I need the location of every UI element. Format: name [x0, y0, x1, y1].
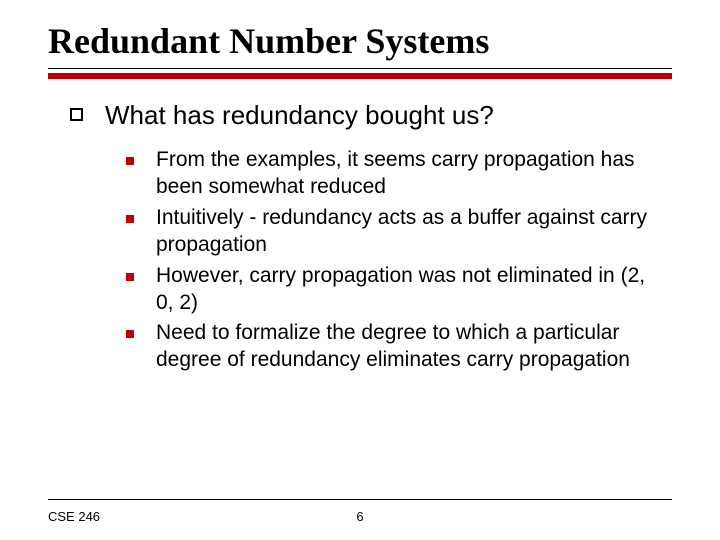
bullet-level2-text: Intuitively - redundancy acts as a buffe… — [156, 205, 660, 259]
square-outline-icon — [70, 108, 83, 121]
slide-body: What has redundancy bought us? From the … — [70, 100, 660, 378]
bullet-level1: What has redundancy bought us? — [70, 100, 660, 131]
square-filled-icon — [126, 215, 134, 223]
bullet-level2-text: Need to formalize the degree to which a … — [156, 320, 660, 374]
bullet-level2: Intuitively - redundancy acts as a buffe… — [126, 205, 660, 259]
sublist: From the examples, it seems carry propag… — [126, 147, 660, 374]
square-filled-icon — [126, 157, 134, 165]
bullet-level1-text: What has redundancy bought us? — [105, 100, 494, 131]
footer-rule — [48, 499, 672, 500]
bullet-level2: Need to formalize the degree to which a … — [126, 320, 660, 374]
square-filled-icon — [126, 273, 134, 281]
bullet-level2-text: However, carry propagation was not elimi… — [156, 263, 660, 317]
bullet-level2: From the examples, it seems carry propag… — [126, 147, 660, 201]
square-filled-icon — [126, 330, 134, 338]
slide-title: Redundant Number Systems — [48, 20, 489, 62]
bullet-level2: However, carry propagation was not elimi… — [126, 263, 660, 317]
slide: Redundant Number Systems What has redund… — [0, 0, 720, 540]
title-rule-thin — [48, 68, 672, 69]
bullet-level2-text: From the examples, it seems carry propag… — [156, 147, 660, 201]
title-rule-thick — [48, 73, 672, 79]
footer-page-number: 6 — [0, 509, 720, 524]
